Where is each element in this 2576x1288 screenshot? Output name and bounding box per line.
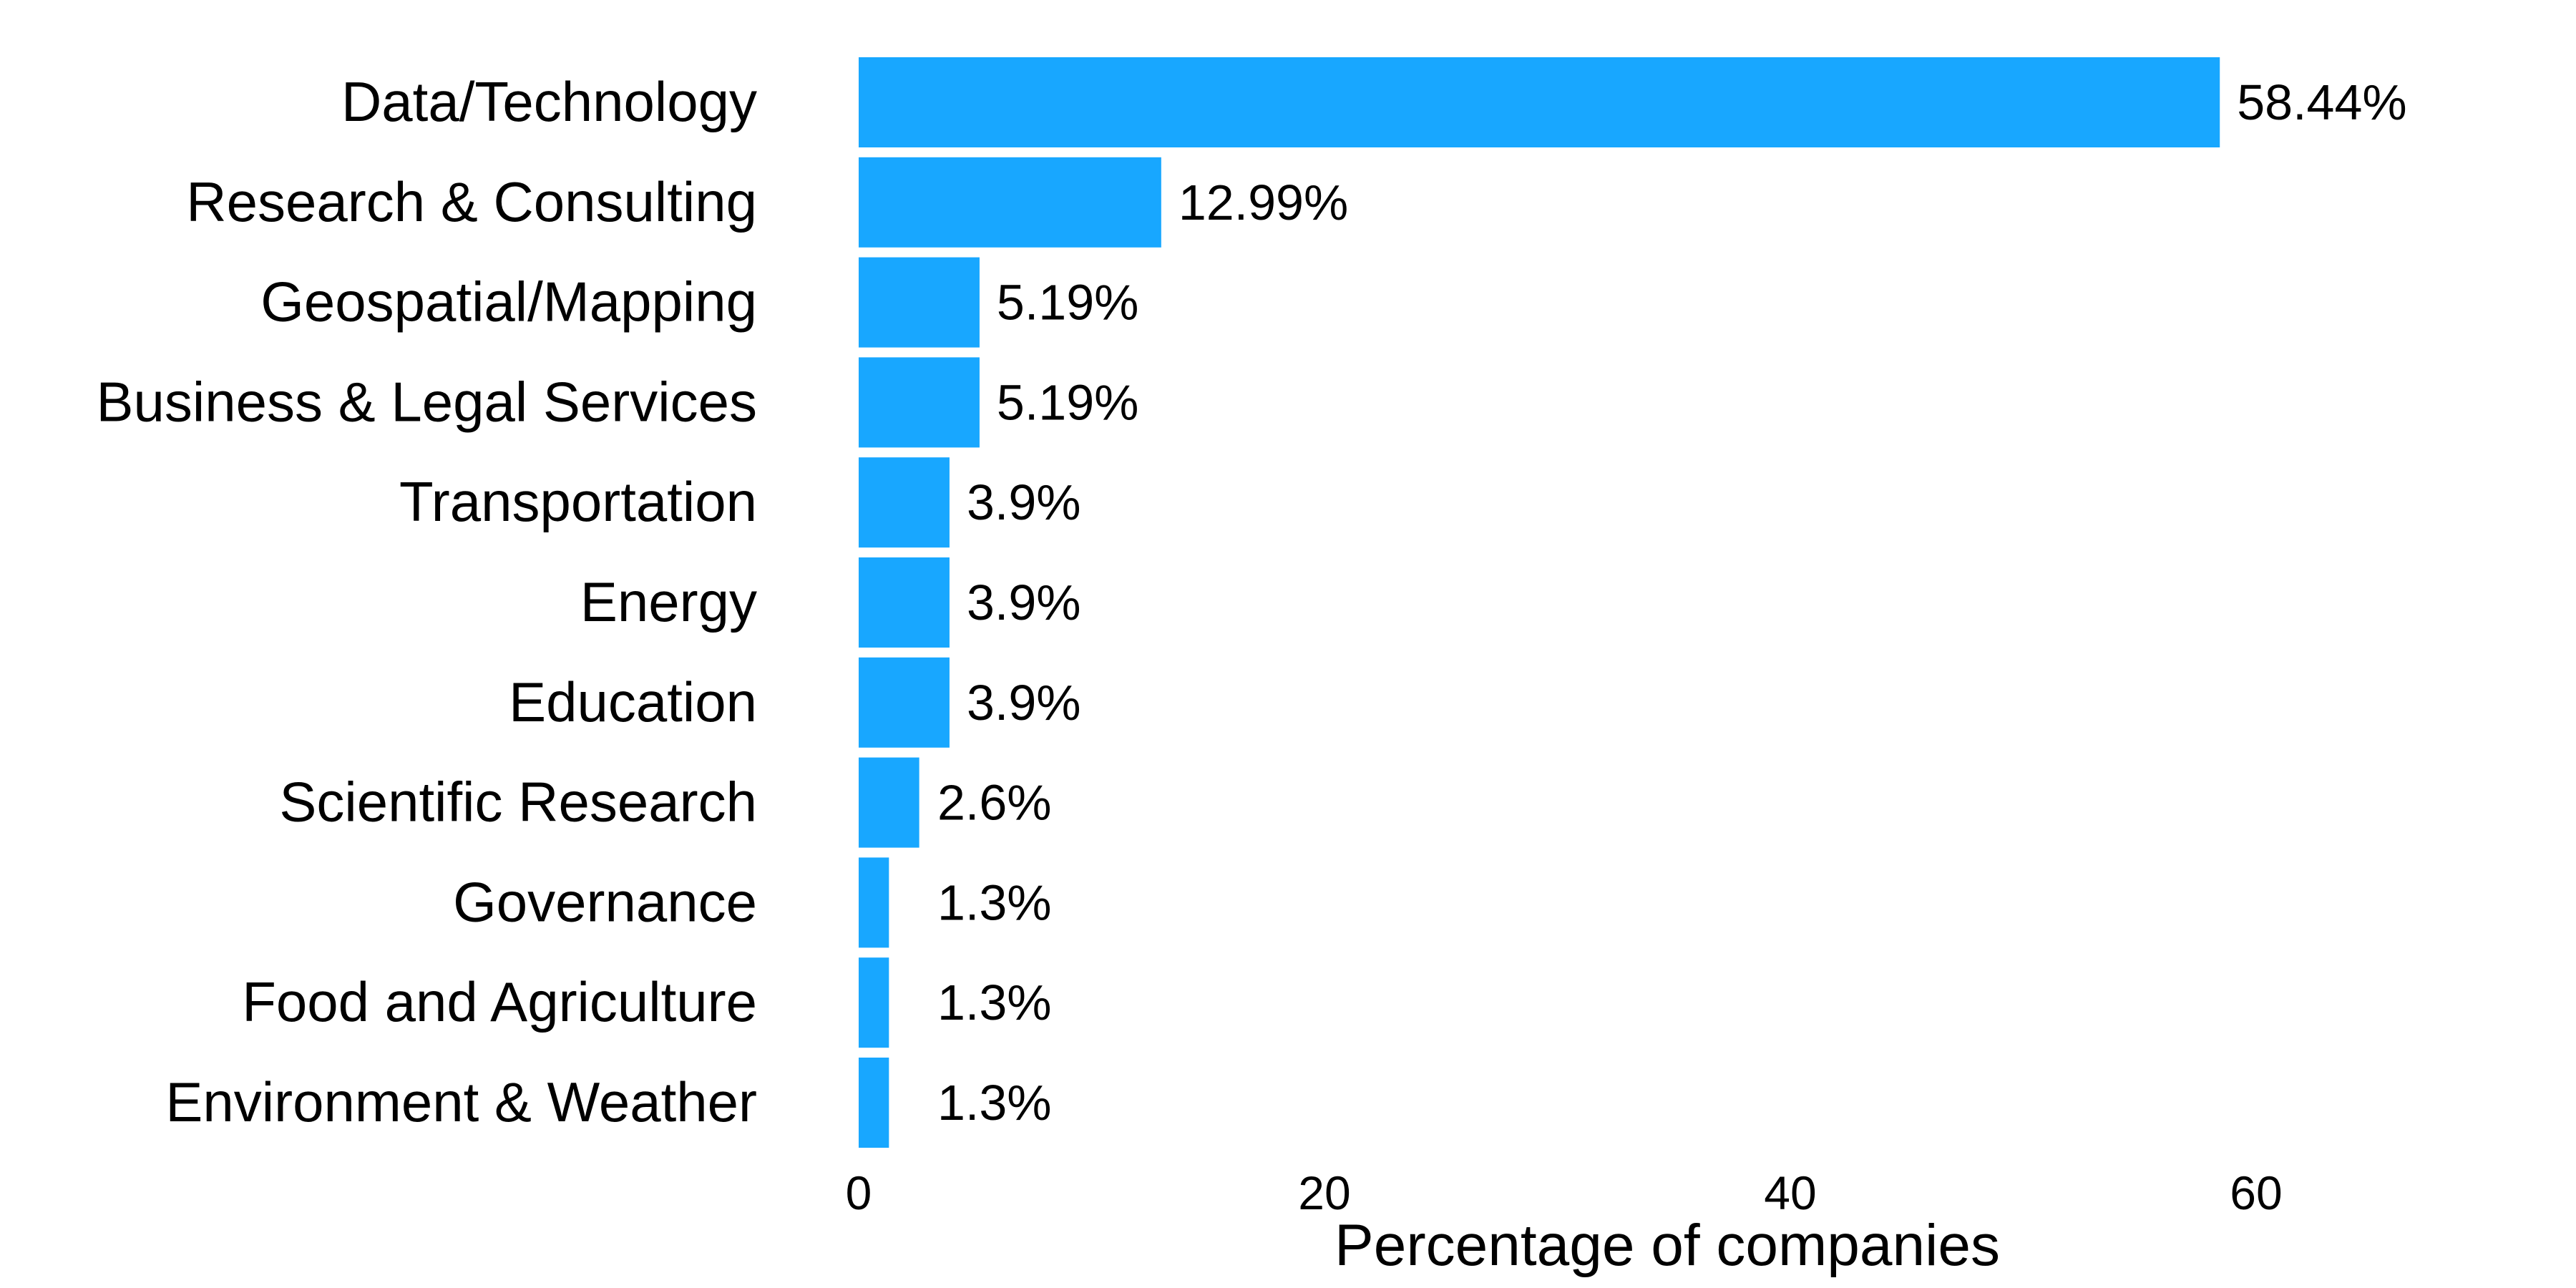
value-label: 12.99% — [1179, 175, 1348, 230]
bar — [859, 657, 950, 748]
value-label: 2.6% — [937, 775, 1052, 831]
value-label: 3.9% — [967, 675, 1081, 731]
bar — [859, 357, 980, 448]
x-axis-ticks: 0 20 40 60 — [846, 1166, 2283, 1219]
value-labels: 58.44% 12.99% 5.19% 5.19% 3.9% 3.9% 3.9% 2.6% 1.… — [937, 74, 2407, 1131]
value-label: 5.19% — [997, 374, 1138, 430]
value-label: 1.3% — [937, 975, 1052, 1030]
category-label: Governance — [453, 870, 757, 933]
x-tick-label: 0 — [846, 1166, 872, 1219]
category-label: Energy — [580, 570, 757, 633]
value-label: 3.9% — [967, 474, 1081, 530]
category-label: Scientific Research — [279, 771, 757, 834]
category-label: Environment & Weather — [165, 1070, 757, 1133]
x-axis-title: Percentage of companies — [1335, 1213, 2000, 1278]
x-tick-label: 60 — [2230, 1166, 2282, 1219]
category-label: Food and Agriculture — [242, 970, 757, 1033]
category-labels: Data/Technology Research & Consulting Geos… — [97, 70, 757, 1133]
bars-layer — [859, 57, 2220, 1148]
category-label: Data/Technology — [341, 70, 757, 133]
bar — [859, 457, 950, 548]
value-label: 5.19% — [997, 275, 1138, 331]
category-label: Research & Consulting — [186, 170, 757, 233]
value-label: 58.44% — [2237, 74, 2406, 130]
bar — [859, 157, 1161, 248]
bar — [859, 957, 889, 1048]
x-tick-label: 40 — [1764, 1166, 1816, 1219]
value-label: 1.3% — [937, 1075, 1052, 1131]
x-tick-label: 20 — [1298, 1166, 1350, 1219]
category-label: Transportation — [399, 470, 757, 533]
bar — [859, 1058, 889, 1148]
bar — [859, 857, 889, 948]
category-label: Education — [509, 670, 757, 733]
bar — [859, 257, 980, 348]
bar — [859, 557, 950, 648]
value-label: 1.3% — [937, 874, 1052, 930]
bar — [859, 757, 919, 848]
value-label: 3.9% — [967, 575, 1081, 630]
category-label: Business & Legal Services — [97, 370, 757, 433]
bar — [859, 57, 2220, 147]
category-label: Geospatial/Mapping — [260, 270, 757, 333]
